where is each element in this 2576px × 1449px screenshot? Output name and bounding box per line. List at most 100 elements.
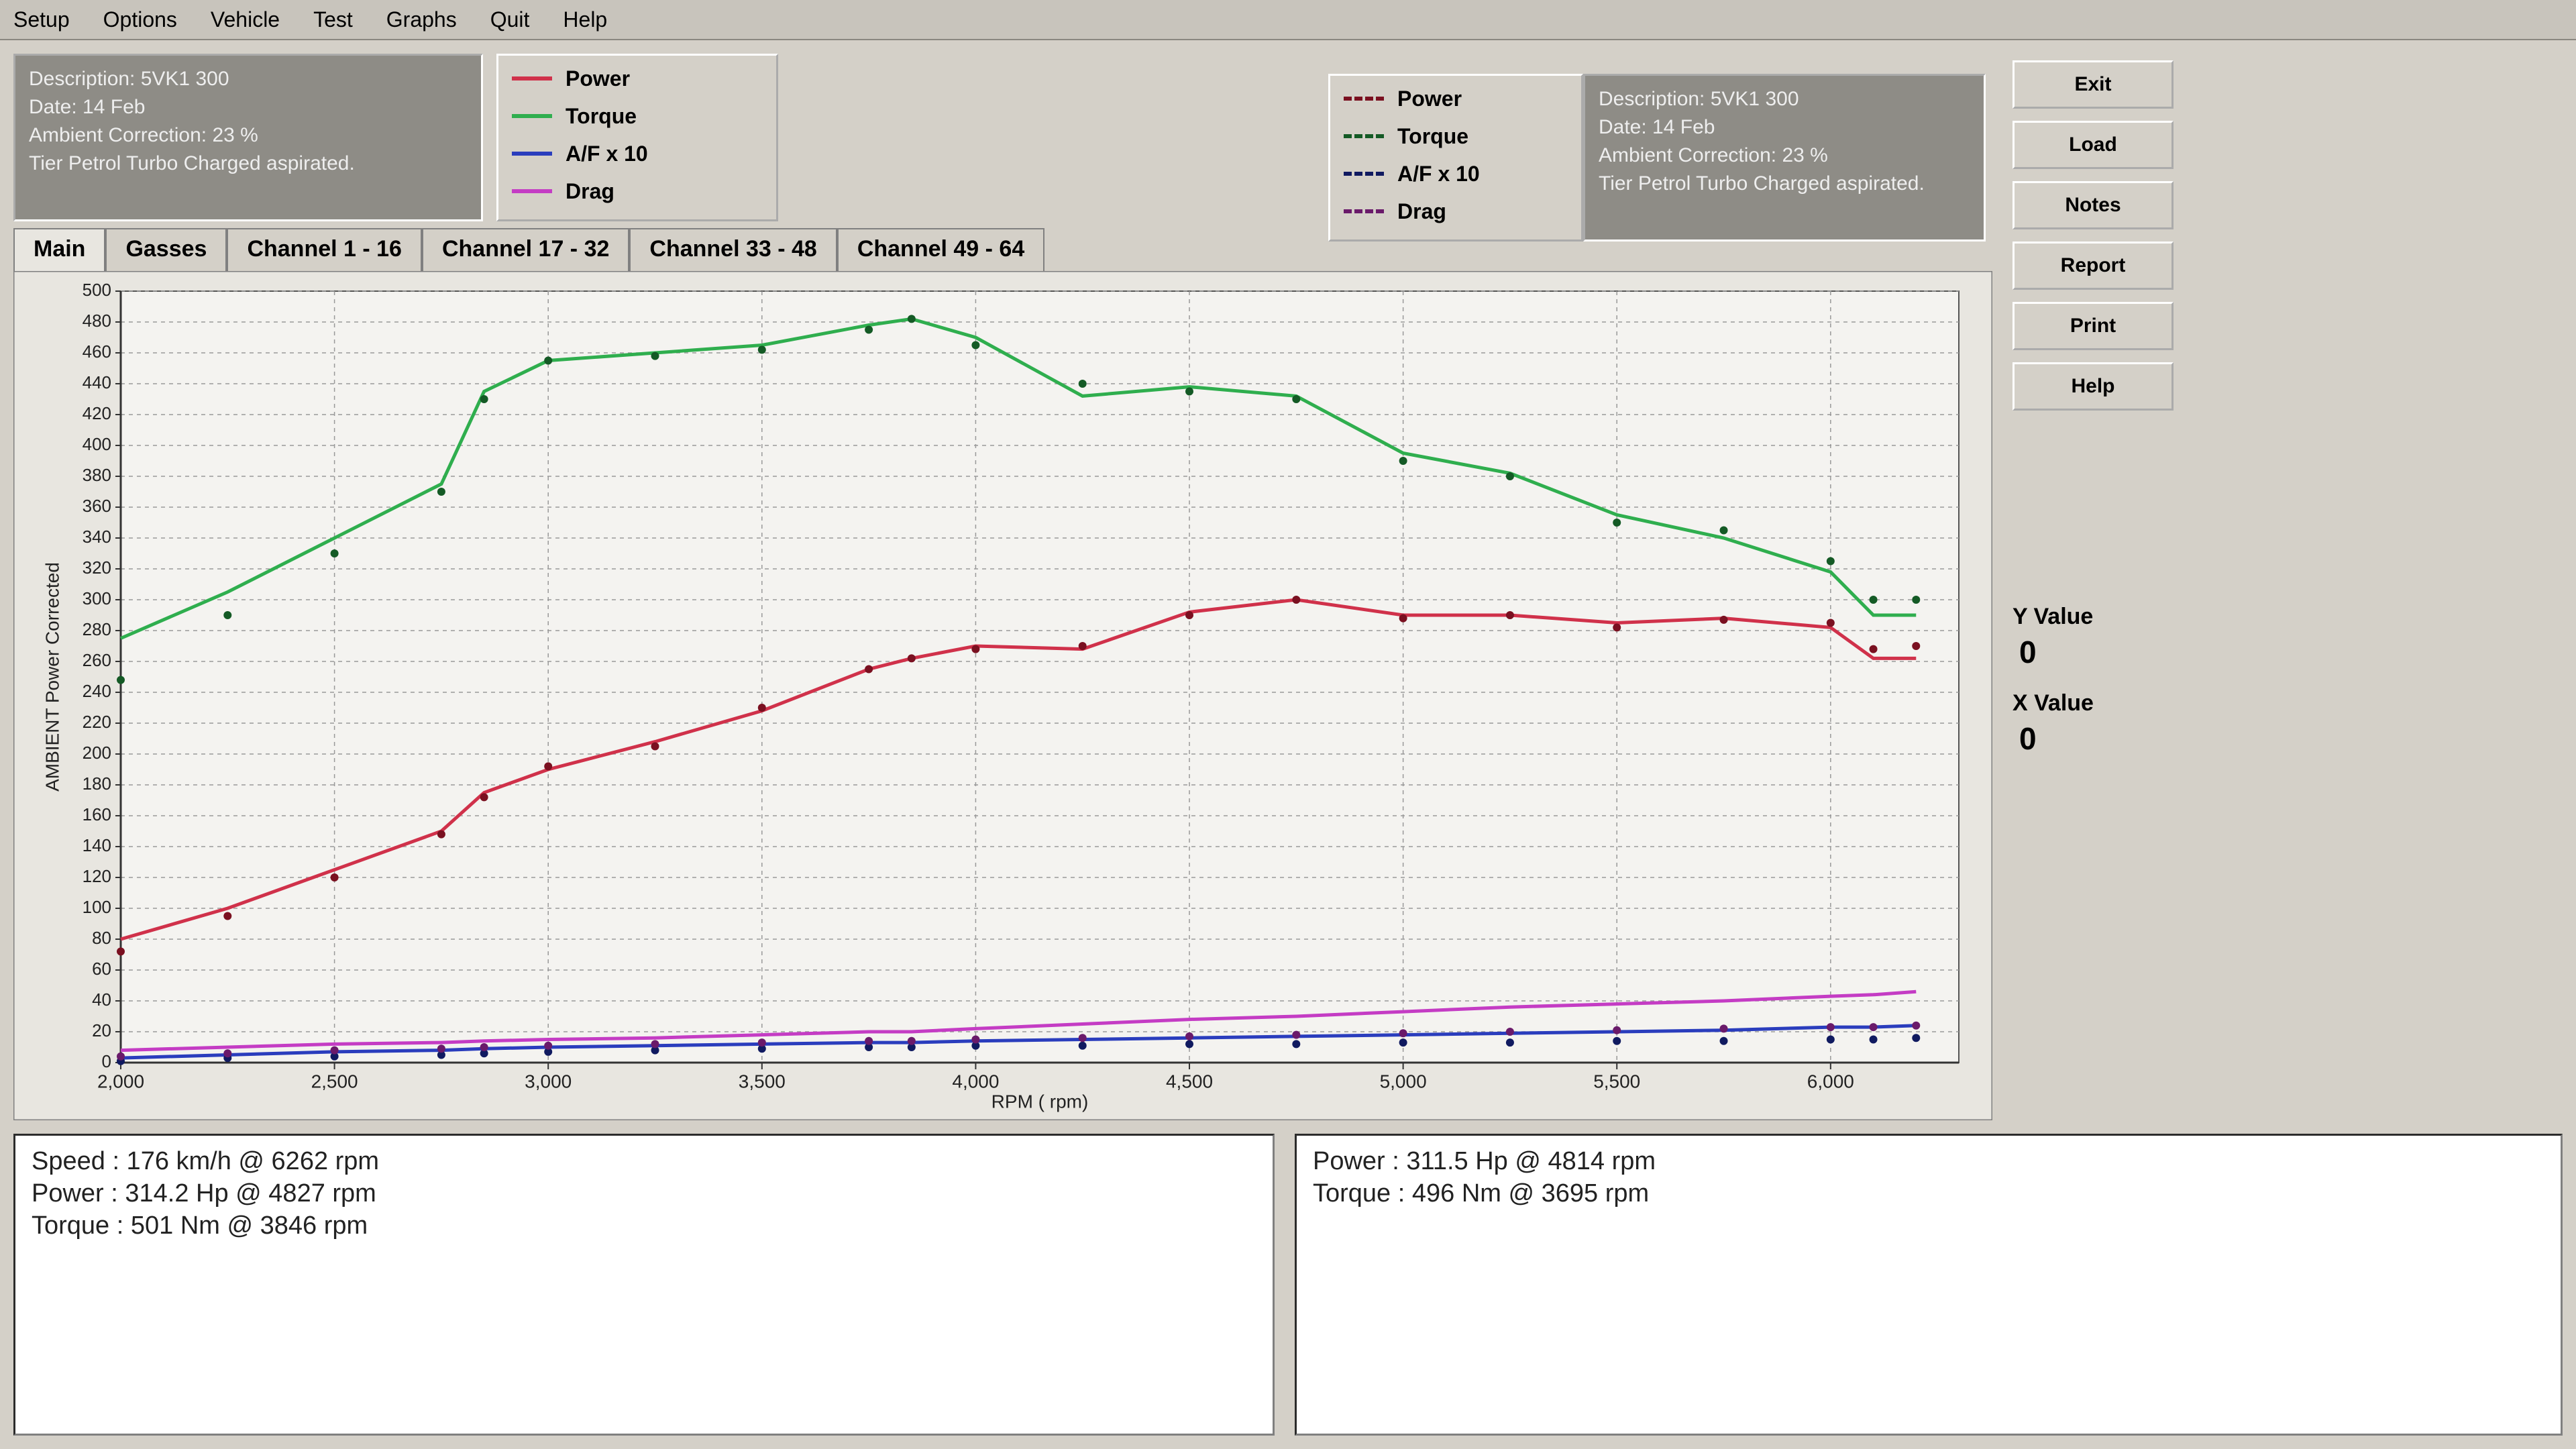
legend: Power Torque A/F x 10 Drag (496, 54, 778, 221)
series-point (223, 912, 232, 920)
x-tick-label: 2,000 (97, 1071, 144, 1091)
series-point (651, 352, 659, 360)
series-point (651, 742, 659, 751)
tab[interactable]: Channel 17 - 32 (421, 228, 630, 271)
menu-item[interactable]: Options (103, 7, 177, 32)
y-tick-label: 20 (92, 1020, 111, 1040)
series-point (865, 1036, 873, 1045)
legend-entry: Power (1344, 80, 1568, 117)
legend-label: Power (1397, 86, 1462, 111)
legend-swatch (1344, 134, 1384, 138)
y-tick-label: 100 (83, 897, 111, 917)
tab[interactable]: Channel 1 - 16 (227, 228, 422, 271)
tab[interactable]: Channel 33 - 48 (629, 228, 837, 271)
y-tick-label: 240 (83, 681, 111, 701)
button[interactable]: Notes (2012, 181, 2174, 229)
series-point (330, 1052, 339, 1061)
y-tick-label: 220 (83, 712, 111, 732)
x-axis-label: RPM ( rpm) (991, 1091, 1089, 1112)
series-point (1185, 611, 1194, 619)
series-point (865, 1043, 873, 1051)
series-point (1912, 642, 1921, 650)
series-point (907, 1043, 916, 1051)
series-point (1185, 1040, 1194, 1049)
legend-label: A/F x 10 (1397, 161, 1480, 186)
info-line: Description: 5VK1 300 (1599, 88, 1799, 110)
cursor-readout: Y Value 0 X Value 0 (2012, 604, 2214, 757)
tab[interactable]: Channel 49 - 64 (837, 228, 1045, 271)
button[interactable]: Help (2012, 362, 2174, 411)
menu-item[interactable]: Help (563, 7, 608, 32)
series-point (1869, 645, 1878, 653)
series-point (480, 1049, 488, 1058)
y-tick-label: 120 (83, 866, 111, 886)
series-point (117, 947, 125, 956)
info-line: Date: 14 Feb (29, 96, 146, 118)
tab[interactable]: Main (13, 228, 106, 271)
button[interactable]: Exit (2012, 60, 2174, 109)
legend-entry: Drag (512, 172, 763, 210)
legend-label: Torque (1397, 123, 1469, 148)
series-point (1826, 1035, 1835, 1044)
series-point (971, 645, 980, 653)
y-tick-label: 440 (83, 372, 111, 392)
menu-bar: Setup Options Vehicle Test Graphs Quit Help (0, 0, 2576, 40)
legend-entry: A/F x 10 (512, 135, 763, 172)
series-point (971, 1035, 980, 1044)
info-line: Tier Petrol Turbo Charged aspirated. (1599, 172, 1925, 195)
series-point (1292, 1040, 1301, 1049)
series-point (1869, 1023, 1878, 1032)
series-point (1869, 596, 1878, 604)
series-point (1505, 472, 1514, 480)
x-tick-label: 5,500 (1593, 1071, 1640, 1091)
series-line (120, 989, 1917, 1053)
button[interactable]: Load (2012, 121, 2174, 169)
series-point (1292, 596, 1301, 604)
series-point (1399, 457, 1407, 465)
legend-swatch (1344, 172, 1384, 176)
legend-swatch (512, 114, 552, 118)
series-line (120, 317, 1917, 640)
series-point (1399, 1038, 1407, 1047)
series-point (480, 793, 488, 802)
series-point (1826, 557, 1835, 566)
y-tick-label: 80 (92, 928, 111, 948)
button[interactable]: Print (2012, 302, 2174, 350)
menu-item[interactable]: Test (313, 7, 353, 32)
x-tick-label: 3,000 (525, 1071, 572, 1091)
y-value-label: Y Value (2012, 604, 2094, 629)
series-point (651, 1040, 659, 1049)
button[interactable]: Report (2012, 241, 2174, 290)
menu-item[interactable]: Graphs (386, 7, 457, 32)
result-line: Torque : 501 Nm @ 3846 rpm (32, 1212, 368, 1240)
series-point (223, 1049, 232, 1058)
series-point (1719, 526, 1728, 535)
y-tick-label: 60 (92, 959, 111, 979)
series-point (865, 665, 873, 674)
y-tick-label: 280 (83, 619, 111, 639)
series-point (544, 356, 553, 365)
menu-item[interactable]: Setup (13, 7, 70, 32)
series-point (1826, 1023, 1835, 1032)
tab[interactable]: Gasses (105, 228, 227, 271)
series-point (1613, 1026, 1621, 1034)
y-tick-label: 340 (83, 527, 111, 547)
series-point (1613, 519, 1621, 527)
series-point (223, 611, 232, 619)
menu-item[interactable]: Quit (490, 7, 530, 32)
info-line: Date: 14 Feb (1599, 116, 1715, 138)
series-point (1185, 1032, 1194, 1040)
series-point (544, 1041, 553, 1050)
series-point (651, 1046, 659, 1055)
result-line: Power : 311.5 Hp @ 4814 rpm (1313, 1147, 1656, 1175)
button-column: Exit Load Notes Report Print Help (2012, 60, 2174, 411)
legend: Power Torque A/F x 10 Drag (1328, 74, 1583, 241)
x-tick-label: 5,000 (1380, 1071, 1427, 1091)
series-point (1719, 615, 1728, 624)
menu-item[interactable]: Vehicle (210, 7, 280, 32)
y-tick-label: 300 (83, 588, 111, 608)
series-point (330, 549, 339, 557)
legend-label: Drag (566, 178, 614, 203)
y-tick-label: 0 (102, 1051, 111, 1071)
